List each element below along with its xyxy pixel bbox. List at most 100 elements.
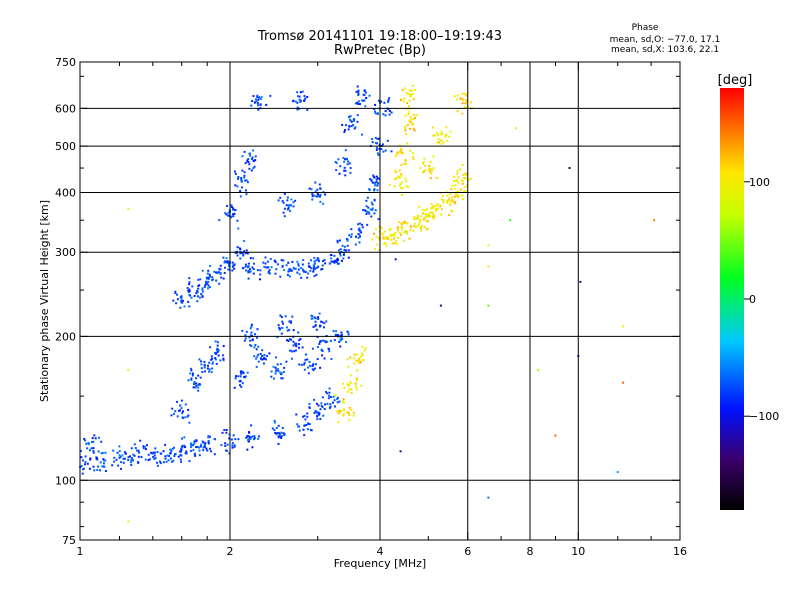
data-point	[402, 239, 405, 242]
data-point	[130, 459, 133, 462]
data-point	[263, 356, 266, 359]
data-point	[308, 360, 311, 363]
data-point	[122, 457, 125, 460]
data-point	[340, 336, 343, 339]
data-point	[382, 113, 385, 116]
data-point	[275, 427, 278, 429]
data-point	[346, 330, 349, 333]
data-point	[406, 222, 409, 225]
data-point	[184, 446, 187, 449]
data-point	[451, 184, 454, 187]
data-point	[239, 190, 242, 192]
data-point	[117, 464, 120, 467]
data-point	[102, 465, 105, 468]
data-point	[425, 215, 428, 218]
data-point	[374, 112, 377, 115]
data-point	[210, 450, 213, 453]
data-point	[103, 459, 106, 462]
data-point	[326, 340, 329, 343]
data-point	[412, 113, 415, 116]
data-point	[407, 186, 410, 189]
data-point	[399, 450, 402, 453]
data-point	[413, 118, 415, 121]
data-point	[207, 269, 210, 272]
data-point	[339, 248, 342, 251]
data-point	[467, 179, 470, 182]
data-point	[319, 195, 321, 198]
data-point	[287, 261, 290, 264]
data-point	[355, 377, 358, 380]
data-point	[274, 272, 277, 275]
data-point	[208, 275, 211, 278]
data-point	[187, 408, 190, 411]
data-point	[440, 213, 443, 216]
data-point	[463, 105, 466, 108]
data-point	[164, 443, 167, 446]
data-point	[264, 256, 267, 259]
data-point	[347, 411, 350, 414]
data-point	[219, 268, 222, 271]
data-point	[457, 181, 460, 184]
data-point	[246, 448, 249, 451]
data-point	[376, 142, 378, 145]
data-point	[291, 315, 294, 318]
data-point	[445, 200, 448, 203]
data-point	[452, 200, 455, 203]
data-point	[297, 343, 300, 346]
data-point	[190, 444, 193, 447]
data-point	[329, 396, 332, 398]
data-point	[355, 235, 357, 238]
data-point	[380, 227, 383, 230]
data-point	[353, 356, 356, 359]
data-point	[336, 241, 339, 244]
data-point	[509, 219, 512, 222]
data-point	[405, 92, 408, 95]
data-point	[315, 266, 318, 269]
data-point	[439, 133, 442, 136]
data-point	[343, 166, 346, 169]
data-point	[361, 223, 364, 226]
data-point	[286, 339, 289, 342]
data-point	[463, 186, 466, 189]
data-point	[403, 222, 406, 224]
y-tick-label: 750	[55, 56, 76, 69]
data-point	[245, 179, 248, 182]
data-point	[244, 252, 247, 255]
data-point	[355, 353, 358, 356]
data-point	[132, 453, 135, 456]
data-point	[196, 290, 199, 293]
data-point	[298, 346, 300, 349]
data-point	[310, 259, 312, 262]
data-point	[275, 356, 277, 359]
data-point	[222, 357, 225, 360]
data-point	[246, 181, 249, 184]
y-tick-label: 400	[55, 186, 76, 199]
data-point	[204, 442, 207, 445]
data-point	[352, 124, 355, 126]
data-point	[404, 177, 407, 180]
data-point	[338, 172, 341, 175]
data-point	[222, 277, 225, 280]
data-point	[236, 250, 238, 253]
data-point	[159, 452, 162, 455]
data-point	[87, 441, 90, 444]
data-point	[232, 213, 235, 216]
data-point	[322, 260, 324, 263]
data-point	[264, 358, 267, 361]
data-point	[360, 384, 363, 387]
data-point	[408, 99, 411, 102]
data-point	[316, 411, 319, 414]
data-point	[274, 261, 277, 264]
data-point	[288, 338, 291, 341]
data-point	[226, 205, 228, 207]
data-point	[329, 339, 332, 342]
data-point	[233, 263, 236, 266]
data-point	[430, 206, 433, 209]
data-point	[341, 338, 344, 340]
data-point	[262, 362, 265, 365]
data-point	[277, 263, 279, 266]
data-point	[362, 209, 364, 212]
data-point	[303, 361, 306, 364]
data-point	[339, 165, 342, 168]
data-point	[405, 133, 408, 135]
